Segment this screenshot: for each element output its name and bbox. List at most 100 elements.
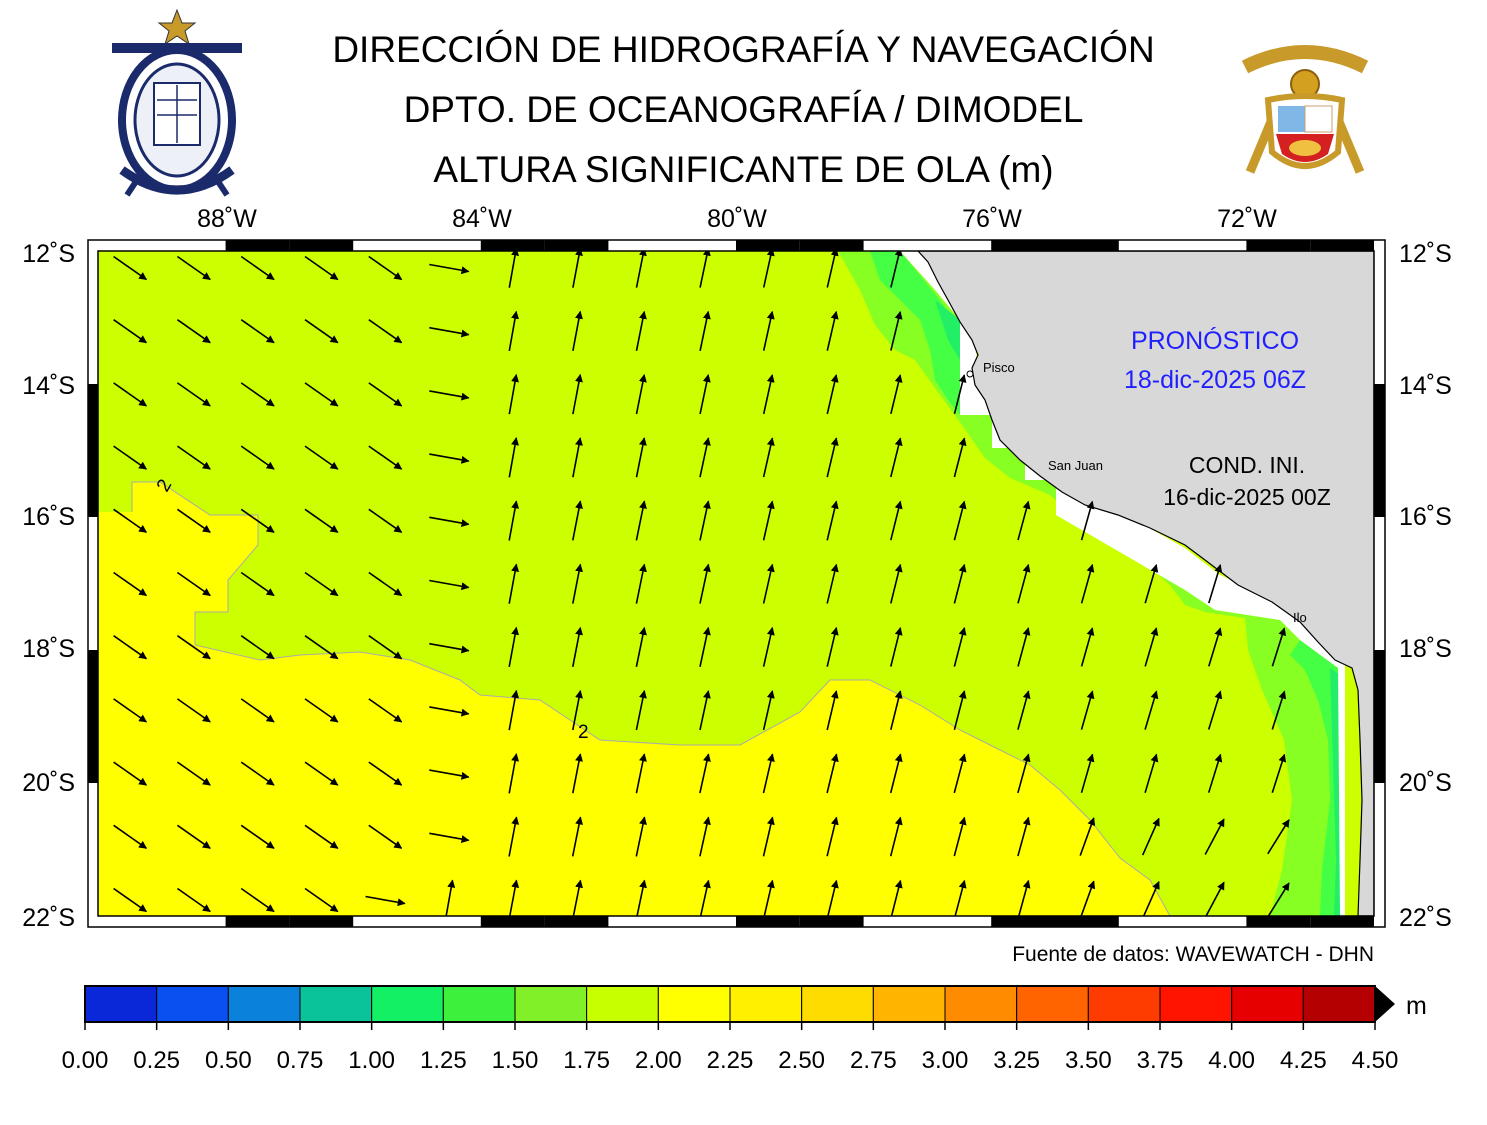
lon-label-84w: 84˚W (452, 205, 512, 233)
wave-arrow (699, 437, 711, 478)
wave-arrow (1144, 564, 1159, 604)
wave-arrow (953, 374, 967, 414)
wave-arrow (1017, 627, 1031, 667)
wave-arrow (113, 508, 148, 533)
wave-arrow (368, 319, 403, 344)
frame-tick-right (1374, 450, 1385, 517)
wave-arrow (240, 887, 275, 913)
wave-arrow (368, 761, 403, 786)
wave-arrow (429, 642, 470, 654)
wave-arrow (1267, 882, 1290, 916)
wave-arrow (508, 563, 520, 604)
colorbar-tick-label: 4.00 (1208, 1047, 1255, 1074)
colorbar-swatch (872, 985, 946, 1023)
wave-arrow (699, 500, 711, 541)
lat-label-left-14s: 14˚S (22, 372, 75, 400)
wave-arrow (571, 816, 584, 857)
colorbar-tick-label: 1.00 (348, 1047, 395, 1074)
wave-arrow (508, 816, 520, 857)
colorbar-swatch (729, 985, 803, 1023)
frame-tick-top (1055, 240, 1119, 251)
wave-arrow (368, 382, 403, 407)
colorbar-swatch (801, 985, 874, 1023)
wave-arrow (636, 879, 647, 916)
wave-arrow (240, 445, 275, 470)
colorbar: 0.00 0.25 0.50 0.75 1.00 1.25 1.50 1.75 2.00 2.25… (62, 985, 1398, 1074)
wave-arrow (113, 824, 148, 849)
wave-arrow (176, 635, 211, 660)
wave-arrow (365, 895, 406, 907)
colorbar-swatch (227, 985, 301, 1023)
frame-tick-top (991, 240, 1055, 251)
wave-arrow (113, 635, 148, 660)
wave-arrow (176, 824, 211, 849)
marina-crest-logo (1241, 45, 1369, 174)
wave-arrow (1271, 690, 1287, 730)
frame-tick-left (88, 650, 98, 717)
frame-tick-bottom (544, 916, 609, 927)
wave-arrow (572, 251, 583, 288)
colorbar-tick-label: 2.75 (850, 1047, 897, 1074)
wave-arrow (240, 255, 275, 281)
wave-arrow (508, 753, 520, 794)
wave-arrow (304, 761, 339, 786)
wave-arrow (762, 251, 775, 288)
wave-arrow (890, 374, 903, 414)
city-label-ilo: Ilo (1293, 610, 1307, 625)
wave-arrow (113, 319, 148, 344)
wave-arrow (635, 690, 647, 731)
wave-arrow (953, 753, 967, 794)
wave-arrow (826, 500, 839, 541)
wave-arrow (826, 816, 839, 857)
colorbar-unit: m (1406, 992, 1427, 1020)
wave-arrow (304, 319, 339, 344)
colorbar-tick-label: 3.75 (1137, 1047, 1184, 1074)
wave-arrow (304, 824, 339, 849)
init-title: COND. INI. (1189, 452, 1305, 478)
wave-arrow (889, 816, 903, 857)
colorbar-tick-label: 0.00 (62, 1047, 109, 1074)
frame-tick-left (88, 716, 98, 783)
wave-arrow (1144, 753, 1159, 794)
wave-arrow (240, 382, 275, 407)
wave-arrow (1208, 564, 1223, 604)
wave-arrow (635, 437, 647, 478)
wave-arrow (1208, 627, 1223, 667)
wave-arrow (572, 373, 583, 415)
wave-arrow (429, 326, 470, 338)
colorbar-swatch (1231, 985, 1304, 1023)
wave-arrow (1204, 818, 1225, 855)
wave-arrow (304, 635, 339, 660)
lat-label-right-22s: 22˚S (1399, 904, 1452, 932)
wave-arrow (368, 445, 403, 470)
wave-arrow (176, 508, 211, 533)
wave-arrow (762, 437, 775, 478)
data-source: Fuente de datos: WAVEWATCH - DHN (1012, 943, 1374, 966)
lon-label-80w: 80˚W (707, 205, 767, 233)
colorbar-tick-label: 0.50 (205, 1047, 252, 1074)
wave-arrow (113, 761, 148, 786)
wave-arrow (572, 437, 583, 478)
wave-arrow (699, 816, 711, 857)
wave-arrow (699, 879, 711, 916)
wave-arrow (1017, 500, 1031, 541)
wave-arrow (953, 627, 967, 667)
wave-arrow (1080, 627, 1095, 667)
wave-arrow (1079, 817, 1096, 856)
frame-tick-bottom (289, 916, 354, 927)
wave-arrow (429, 832, 470, 843)
wave-arrow (113, 255, 148, 281)
wave-arrow (1080, 880, 1096, 916)
wave-arrow (762, 690, 775, 731)
wave-arrow (572, 626, 583, 667)
lon-label-76w: 76˚W (962, 205, 1022, 233)
frame-tick-right (1374, 716, 1385, 783)
colorbar-tick-label: 0.75 (277, 1047, 324, 1074)
lat-label-right-18s: 18˚S (1399, 635, 1452, 663)
wave-arrow (176, 445, 211, 470)
wave-arrow (508, 500, 520, 541)
lon-label-72w: 72˚W (1217, 205, 1277, 233)
frame-tick-bottom (480, 916, 545, 927)
wave-arrow (1142, 880, 1160, 916)
